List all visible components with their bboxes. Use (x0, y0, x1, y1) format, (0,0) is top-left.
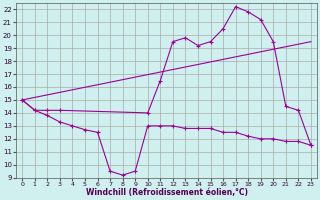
X-axis label: Windchill (Refroidissement éolien,°C): Windchill (Refroidissement éolien,°C) (85, 188, 248, 197)
